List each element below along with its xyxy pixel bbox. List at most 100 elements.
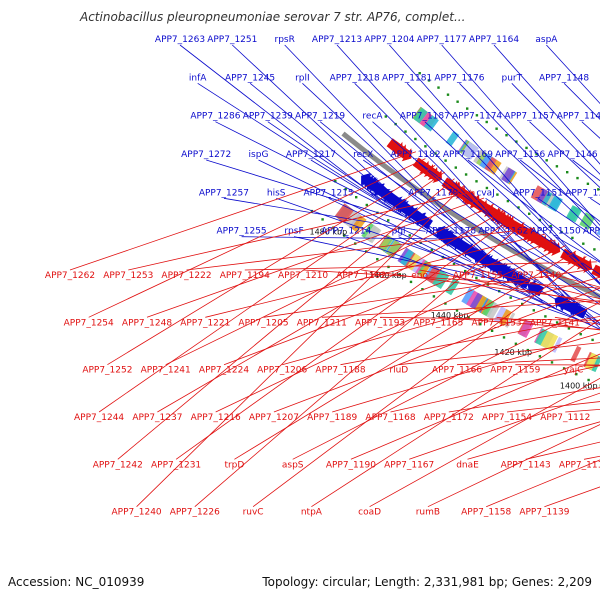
gene-label: APP7_1194 [220, 271, 270, 281]
gene-label: APP7_1204 [364, 35, 414, 45]
gene-label: APP7_1169 [443, 150, 493, 160]
ring-dot [475, 180, 478, 183]
gene-label: APP7_1237 [132, 413, 182, 423]
leader-line [448, 387, 600, 413]
gene-label: APP7_1222 [161, 271, 211, 281]
leader-line [380, 316, 600, 321]
gene-label: APP7_1262 [45, 271, 95, 281]
gene-label: APP7_1113 [559, 460, 600, 470]
leader-line [258, 159, 484, 269]
feature-block [416, 109, 433, 128]
leader-line [372, 121, 600, 324]
ring-dot [582, 242, 585, 245]
gene-label: APP7_1140 [511, 271, 561, 281]
leader-line [406, 83, 600, 284]
gene-arrow [489, 208, 507, 225]
feature-block [423, 115, 439, 132]
ring-dot [454, 166, 457, 169]
ring-dot [365, 203, 368, 207]
gene-arrow [386, 138, 403, 155]
leader-line [179, 44, 381, 201]
ring-dot [464, 173, 468, 176]
ring-dot [550, 361, 554, 364]
ring-dot [384, 115, 387, 118]
feature-block [540, 331, 559, 351]
leader-line [136, 185, 465, 507]
ring-dot [579, 333, 582, 336]
feature-block [476, 151, 488, 166]
gene-label: APP7_1248 [122, 318, 172, 328]
genome-summary: Topology: circular; Length: 2,331,981 bp… [262, 575, 592, 589]
gene-label: APP7_1147 [557, 112, 600, 122]
gene-label: APP7_1221 [180, 318, 230, 328]
leader-line [197, 82, 392, 209]
ring-dot [502, 336, 506, 339]
ring-dot [444, 159, 447, 162]
ring-dot [446, 93, 450, 96]
kbp-tick-label: 1440 kbp [431, 311, 469, 320]
leader-line [332, 332, 600, 413]
feature-block [535, 328, 550, 347]
gene-label: infA [189, 73, 207, 83]
ring-dot [344, 188, 347, 191]
leader-line [362, 159, 600, 325]
gene-label: APP7_1178 [426, 227, 476, 237]
gene-label: APP7_1214 [321, 227, 371, 237]
gene-label: APP7_1219 [295, 112, 345, 122]
leader-line [433, 197, 600, 305]
gene-label: APP7_1253 [103, 271, 153, 281]
leader-line [450, 236, 600, 316]
feature-block [400, 249, 414, 266]
leader-line [486, 459, 600, 508]
leader-line [459, 83, 600, 231]
ring-dot [521, 302, 524, 306]
gene-label: yajC [564, 366, 584, 376]
leader-line [88, 158, 426, 318]
ring-dot [576, 176, 579, 180]
ring-dot [437, 86, 440, 89]
ring-dot [334, 180, 337, 183]
leader-line [409, 392, 600, 460]
gene-label: APP7_1242 [93, 460, 143, 470]
leader-line [519, 159, 600, 222]
gene-label: APP7_1190 [326, 460, 376, 470]
ring-dot [586, 182, 590, 185]
gene-label: APP7_1257 [199, 188, 249, 198]
feature-block [596, 221, 600, 236]
ring-dot [562, 367, 566, 370]
feature-block [367, 227, 382, 244]
ring-dot [555, 165, 559, 168]
ring-dot [509, 296, 512, 299]
feature-block [484, 156, 497, 172]
leader-line [485, 197, 600, 276]
gene-label: APP7_1240 [112, 508, 162, 518]
feature-block [469, 292, 483, 310]
gene-label: ispG [249, 150, 269, 160]
gene-label: APP7_1218 [330, 73, 380, 83]
ring-dot [591, 338, 594, 342]
leader-line [350, 353, 600, 460]
ring-dot [567, 327, 571, 330]
ring-dot [409, 280, 413, 284]
leader-line [529, 121, 600, 189]
ring-dot [549, 224, 552, 228]
gene-label: rplI [295, 73, 310, 83]
leader-line [438, 316, 600, 330]
gene-label: eno [411, 271, 428, 281]
ring-dot [355, 196, 358, 199]
feature-block [579, 212, 596, 230]
gene-label: APP7_1150 [531, 227, 581, 237]
gene-label: rumB [416, 508, 440, 518]
leader-line [107, 165, 436, 366]
leader-line [146, 197, 485, 318]
leader-line [194, 222, 525, 508]
leader-line [493, 44, 600, 165]
ring-dot [575, 373, 578, 376]
gene-label: APP7_1210 [278, 271, 328, 281]
gene-label: APP7_1158 [461, 508, 511, 518]
leader-line [476, 121, 600, 239]
genome-backbone [341, 131, 600, 300]
ring-dot [444, 302, 447, 305]
gene-label: rpsR [275, 35, 295, 45]
gene-label: APP7_1216 [191, 413, 241, 423]
